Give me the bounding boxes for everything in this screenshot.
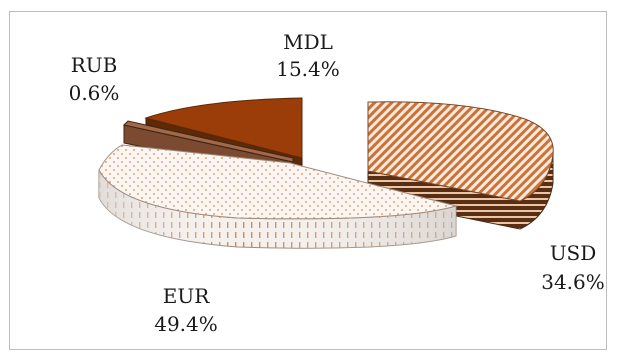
slice-eur-side-shade [99, 170, 456, 249]
slice-rub-top [122, 120, 294, 163]
label-usd-name: USD [550, 241, 597, 265]
slice-eur [98, 144, 458, 249]
label-rub-name: RUB [71, 53, 118, 77]
slice-usd-top [367, 101, 554, 202]
label-eur-name: EUR [163, 284, 210, 308]
label-mdl-name: MDL [283, 30, 333, 54]
label-mdl-value: 15.4% [276, 57, 340, 81]
slice-eur-top [98, 144, 458, 220]
label-rub-value: 0.6% [69, 81, 120, 105]
label-usd-value: 34.6% [541, 270, 605, 294]
label-eur-value: 49.4% [154, 312, 218, 336]
slice-usd [367, 101, 554, 230]
slice-mdl-top [144, 97, 303, 159]
